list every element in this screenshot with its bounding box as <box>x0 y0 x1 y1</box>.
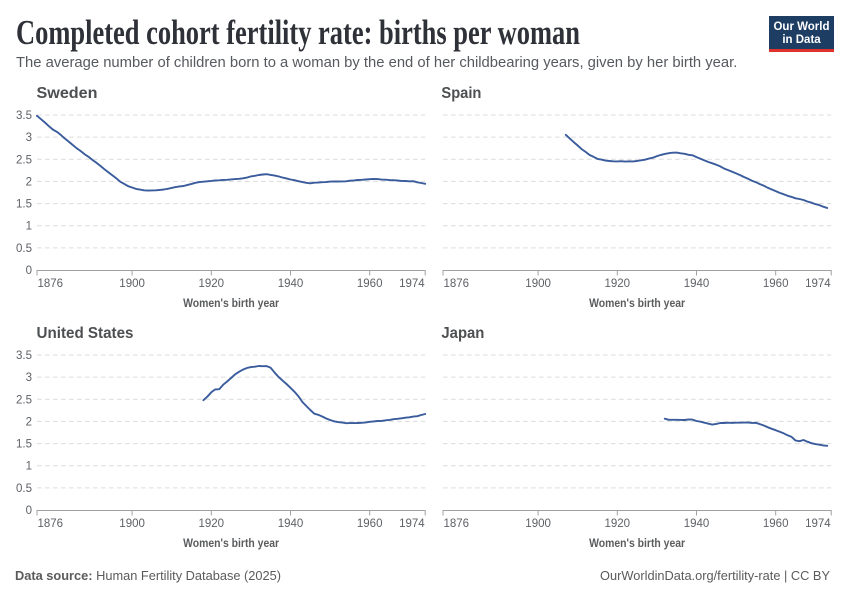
svg-text:1: 1 <box>26 221 32 233</box>
svg-text:1876: 1876 <box>444 518 470 530</box>
svg-text:1920: 1920 <box>199 518 225 530</box>
svg-text:1974: 1974 <box>805 518 831 530</box>
svg-text:1940: 1940 <box>278 518 304 530</box>
svg-text:Women's birth year: Women's birth year <box>589 538 685 550</box>
svg-text:1974: 1974 <box>805 278 831 290</box>
svg-text:1.5: 1.5 <box>16 199 32 211</box>
svg-text:Data source: Human Fertility D: Data source: Human Fertility Database (2… <box>15 568 281 583</box>
svg-text:Completed cohort fertility rat: Completed cohort fertility rate: births … <box>16 14 580 52</box>
svg-text:Women's birth year: Women's birth year <box>589 298 685 310</box>
svg-text:1960: 1960 <box>763 278 789 290</box>
svg-text:1940: 1940 <box>684 518 710 530</box>
svg-text:0: 0 <box>26 505 32 517</box>
svg-text:in Data: in Data <box>782 34 821 46</box>
svg-text:1876: 1876 <box>38 518 64 530</box>
svg-text:1: 1 <box>26 461 32 473</box>
svg-text:1974: 1974 <box>399 278 425 290</box>
svg-text:2.5: 2.5 <box>16 154 32 166</box>
svg-text:Our World: Our World <box>773 21 829 33</box>
svg-text:Women's birth year: Women's birth year <box>183 298 279 310</box>
svg-text:Spain: Spain <box>441 85 481 102</box>
svg-text:2: 2 <box>26 416 32 428</box>
svg-text:United States: United States <box>37 325 134 342</box>
svg-text:1876: 1876 <box>444 278 470 290</box>
svg-text:Sweden: Sweden <box>37 85 98 102</box>
svg-text:1974: 1974 <box>399 518 425 530</box>
svg-text:Japan: Japan <box>441 325 484 342</box>
svg-text:0.5: 0.5 <box>16 483 32 495</box>
svg-text:1960: 1960 <box>357 278 383 290</box>
svg-text:0: 0 <box>26 265 32 277</box>
svg-text:Women's birth year: Women's birth year <box>183 538 279 550</box>
svg-text:OurWorldinData.org/fertility-r: OurWorldinData.org/fertility-rate | CC B… <box>600 568 830 583</box>
svg-text:1920: 1920 <box>605 518 631 530</box>
svg-text:3: 3 <box>26 372 32 384</box>
svg-text:3.5: 3.5 <box>16 110 32 122</box>
svg-text:2: 2 <box>26 176 32 188</box>
svg-text:1900: 1900 <box>525 278 551 290</box>
svg-text:1900: 1900 <box>119 278 145 290</box>
svg-text:1.5: 1.5 <box>16 439 32 451</box>
svg-text:1920: 1920 <box>605 278 631 290</box>
svg-text:3: 3 <box>26 132 32 144</box>
svg-text:1876: 1876 <box>38 278 64 290</box>
svg-text:1960: 1960 <box>763 518 789 530</box>
svg-text:1920: 1920 <box>199 278 225 290</box>
svg-text:1940: 1940 <box>684 278 710 290</box>
svg-text:2.5: 2.5 <box>16 394 32 406</box>
svg-text:1900: 1900 <box>525 518 551 530</box>
svg-text:1960: 1960 <box>357 518 383 530</box>
svg-text:1900: 1900 <box>119 518 145 530</box>
svg-text:0.5: 0.5 <box>16 243 32 255</box>
svg-text:1940: 1940 <box>278 278 304 290</box>
svg-text:3.5: 3.5 <box>16 350 32 362</box>
svg-text:The average number of children: The average number of children born to a… <box>16 55 737 71</box>
